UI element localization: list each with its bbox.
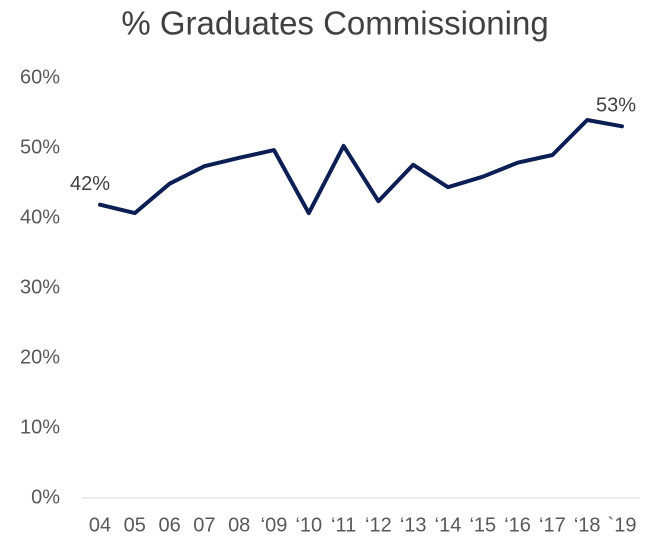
data-label: 53%: [596, 95, 636, 117]
y-tick-label: 60%: [20, 66, 60, 88]
x-tick-label: ‘15: [469, 514, 496, 536]
line: [98, 118, 624, 216]
x-tick-label: 04: [89, 514, 111, 536]
y-tick-label: 20%: [20, 346, 60, 368]
x-tick-label: 07: [193, 514, 215, 536]
x-tick-label: 06: [158, 514, 180, 536]
y-tick-label: 30%: [20, 276, 60, 298]
x-tick-label: ‘11: [331, 514, 356, 536]
x-tick-label: ‘12: [365, 514, 392, 536]
data-label: 42%: [70, 173, 110, 195]
x-tick-label: ‘14: [435, 514, 462, 536]
y-tick-label: 0%: [31, 486, 60, 508]
chart-title: % Graduates Commissioning: [121, 5, 548, 42]
x-tick-label: ‘10: [295, 514, 322, 536]
x-tick-label: ‘09: [261, 514, 288, 536]
x-tick-label: 05: [124, 514, 146, 536]
x-tick-label: ‘17: [539, 514, 566, 536]
x-tick-label: 08: [228, 514, 250, 536]
y-tick-label: 40%: [20, 206, 60, 228]
y-tick-label: 50%: [20, 136, 60, 158]
x-tick-label: ‘18: [574, 514, 601, 536]
x-tick-label: ‘13: [400, 514, 427, 536]
x-tick-label: ‘16: [504, 514, 531, 536]
y-tick-label: 10%: [20, 416, 60, 438]
x-tick-label: `19: [608, 514, 637, 536]
